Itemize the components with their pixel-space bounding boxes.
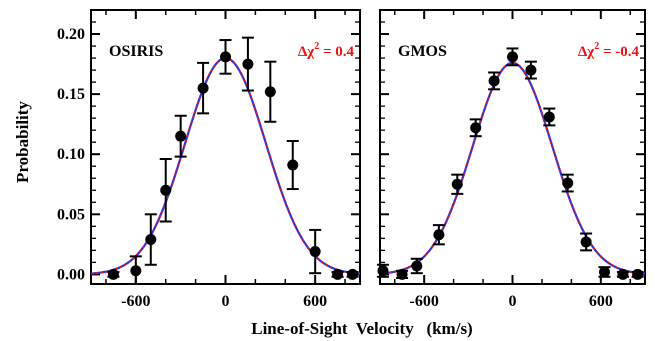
point-marker: [599, 266, 611, 278]
data-point: [488, 71, 501, 91]
data-point: [469, 118, 482, 138]
data-point: [309, 228, 322, 275]
x-tick-label: 600: [303, 293, 327, 310]
point-marker: [175, 130, 187, 142]
y-axis-title: Probability: [13, 101, 32, 183]
point-marker: [220, 51, 231, 63]
data-point: [331, 268, 344, 280]
data-point: [219, 39, 232, 75]
point-marker: [160, 184, 172, 196]
data-point: [241, 36, 254, 92]
point-marker: [411, 260, 423, 272]
point-marker: [242, 58, 254, 70]
data-point: [410, 257, 423, 275]
data-point: [543, 107, 556, 127]
delta-chi2-label: Δχ2 = 0.4: [298, 41, 355, 60]
point-marker: [562, 177, 574, 189]
data-point: [144, 213, 157, 266]
point-marker: [309, 246, 321, 258]
data-point: [506, 47, 519, 67]
point-marker: [525, 64, 537, 76]
y-tick-label: 0.05: [57, 206, 85, 223]
data-point: [159, 158, 172, 223]
data-point: [197, 61, 210, 115]
point-marker: [488, 75, 500, 87]
point-marker: [470, 122, 482, 134]
point-marker: [332, 268, 344, 280]
point-marker: [433, 229, 445, 241]
gmos-panel: -600 0 600 GMOS Δχ2 = -0.4: [376, 9, 646, 310]
data-point: [524, 60, 537, 80]
data-point: [432, 224, 445, 246]
model-curve-red: [90, 57, 361, 275]
point-marker: [287, 159, 299, 171]
x-axis-title: Line-of-Sight Velocity (km/s): [251, 319, 472, 338]
gmos-panel-label: GMOS: [398, 43, 447, 60]
y-tick-label: 0.00: [57, 266, 85, 283]
x-tick-label: -600: [410, 293, 439, 310]
osiris-panel-label: OSIRIS: [109, 43, 163, 60]
osiris-panel: -600 0 600 0.00 0.05 0.10 0.15 0.20 OSIRIS Δχ2 = …: [57, 9, 361, 310]
delta-chi2-label: Δχ2 = -0.4: [578, 41, 640, 60]
x-tick-label: -600: [121, 293, 150, 310]
model-curve-red: [379, 61, 646, 275]
data-point: [598, 266, 611, 278]
data-point: [451, 173, 464, 195]
data-point: [580, 232, 593, 252]
point-marker: [451, 178, 463, 190]
x-tick-label: 600: [589, 293, 613, 310]
data-point: [561, 173, 574, 193]
point-marker: [264, 86, 276, 98]
point-marker: [396, 268, 408, 280]
data-point: [376, 263, 389, 278]
data-point: [631, 268, 644, 280]
point-marker: [543, 111, 555, 123]
data-point: [264, 60, 277, 123]
point-marker: [107, 268, 119, 280]
data-point: [346, 268, 359, 280]
y-tick-label: 0.15: [57, 86, 85, 103]
data-point: [286, 139, 299, 191]
point-marker: [617, 268, 629, 280]
point-marker: [145, 234, 157, 246]
point-marker: [632, 268, 644, 280]
model-curve-blue: [379, 61, 646, 275]
data-point: [616, 268, 629, 280]
point-marker: [347, 268, 359, 280]
data-point: [396, 268, 409, 280]
data-point: [129, 255, 142, 285]
x-tick-label: 0: [509, 293, 517, 310]
point-marker: [130, 265, 142, 277]
point-marker: [580, 236, 592, 248]
data-point: [107, 268, 120, 280]
point-marker: [377, 265, 389, 277]
data-point: [174, 114, 187, 158]
point-marker: [197, 82, 209, 94]
y-tick-label: 0.20: [57, 26, 85, 43]
y-tick-label: 0.10: [57, 146, 85, 163]
model-curve-blue: [90, 56, 361, 275]
x-tick-label: 0: [222, 293, 230, 310]
point-marker: [507, 51, 518, 63]
